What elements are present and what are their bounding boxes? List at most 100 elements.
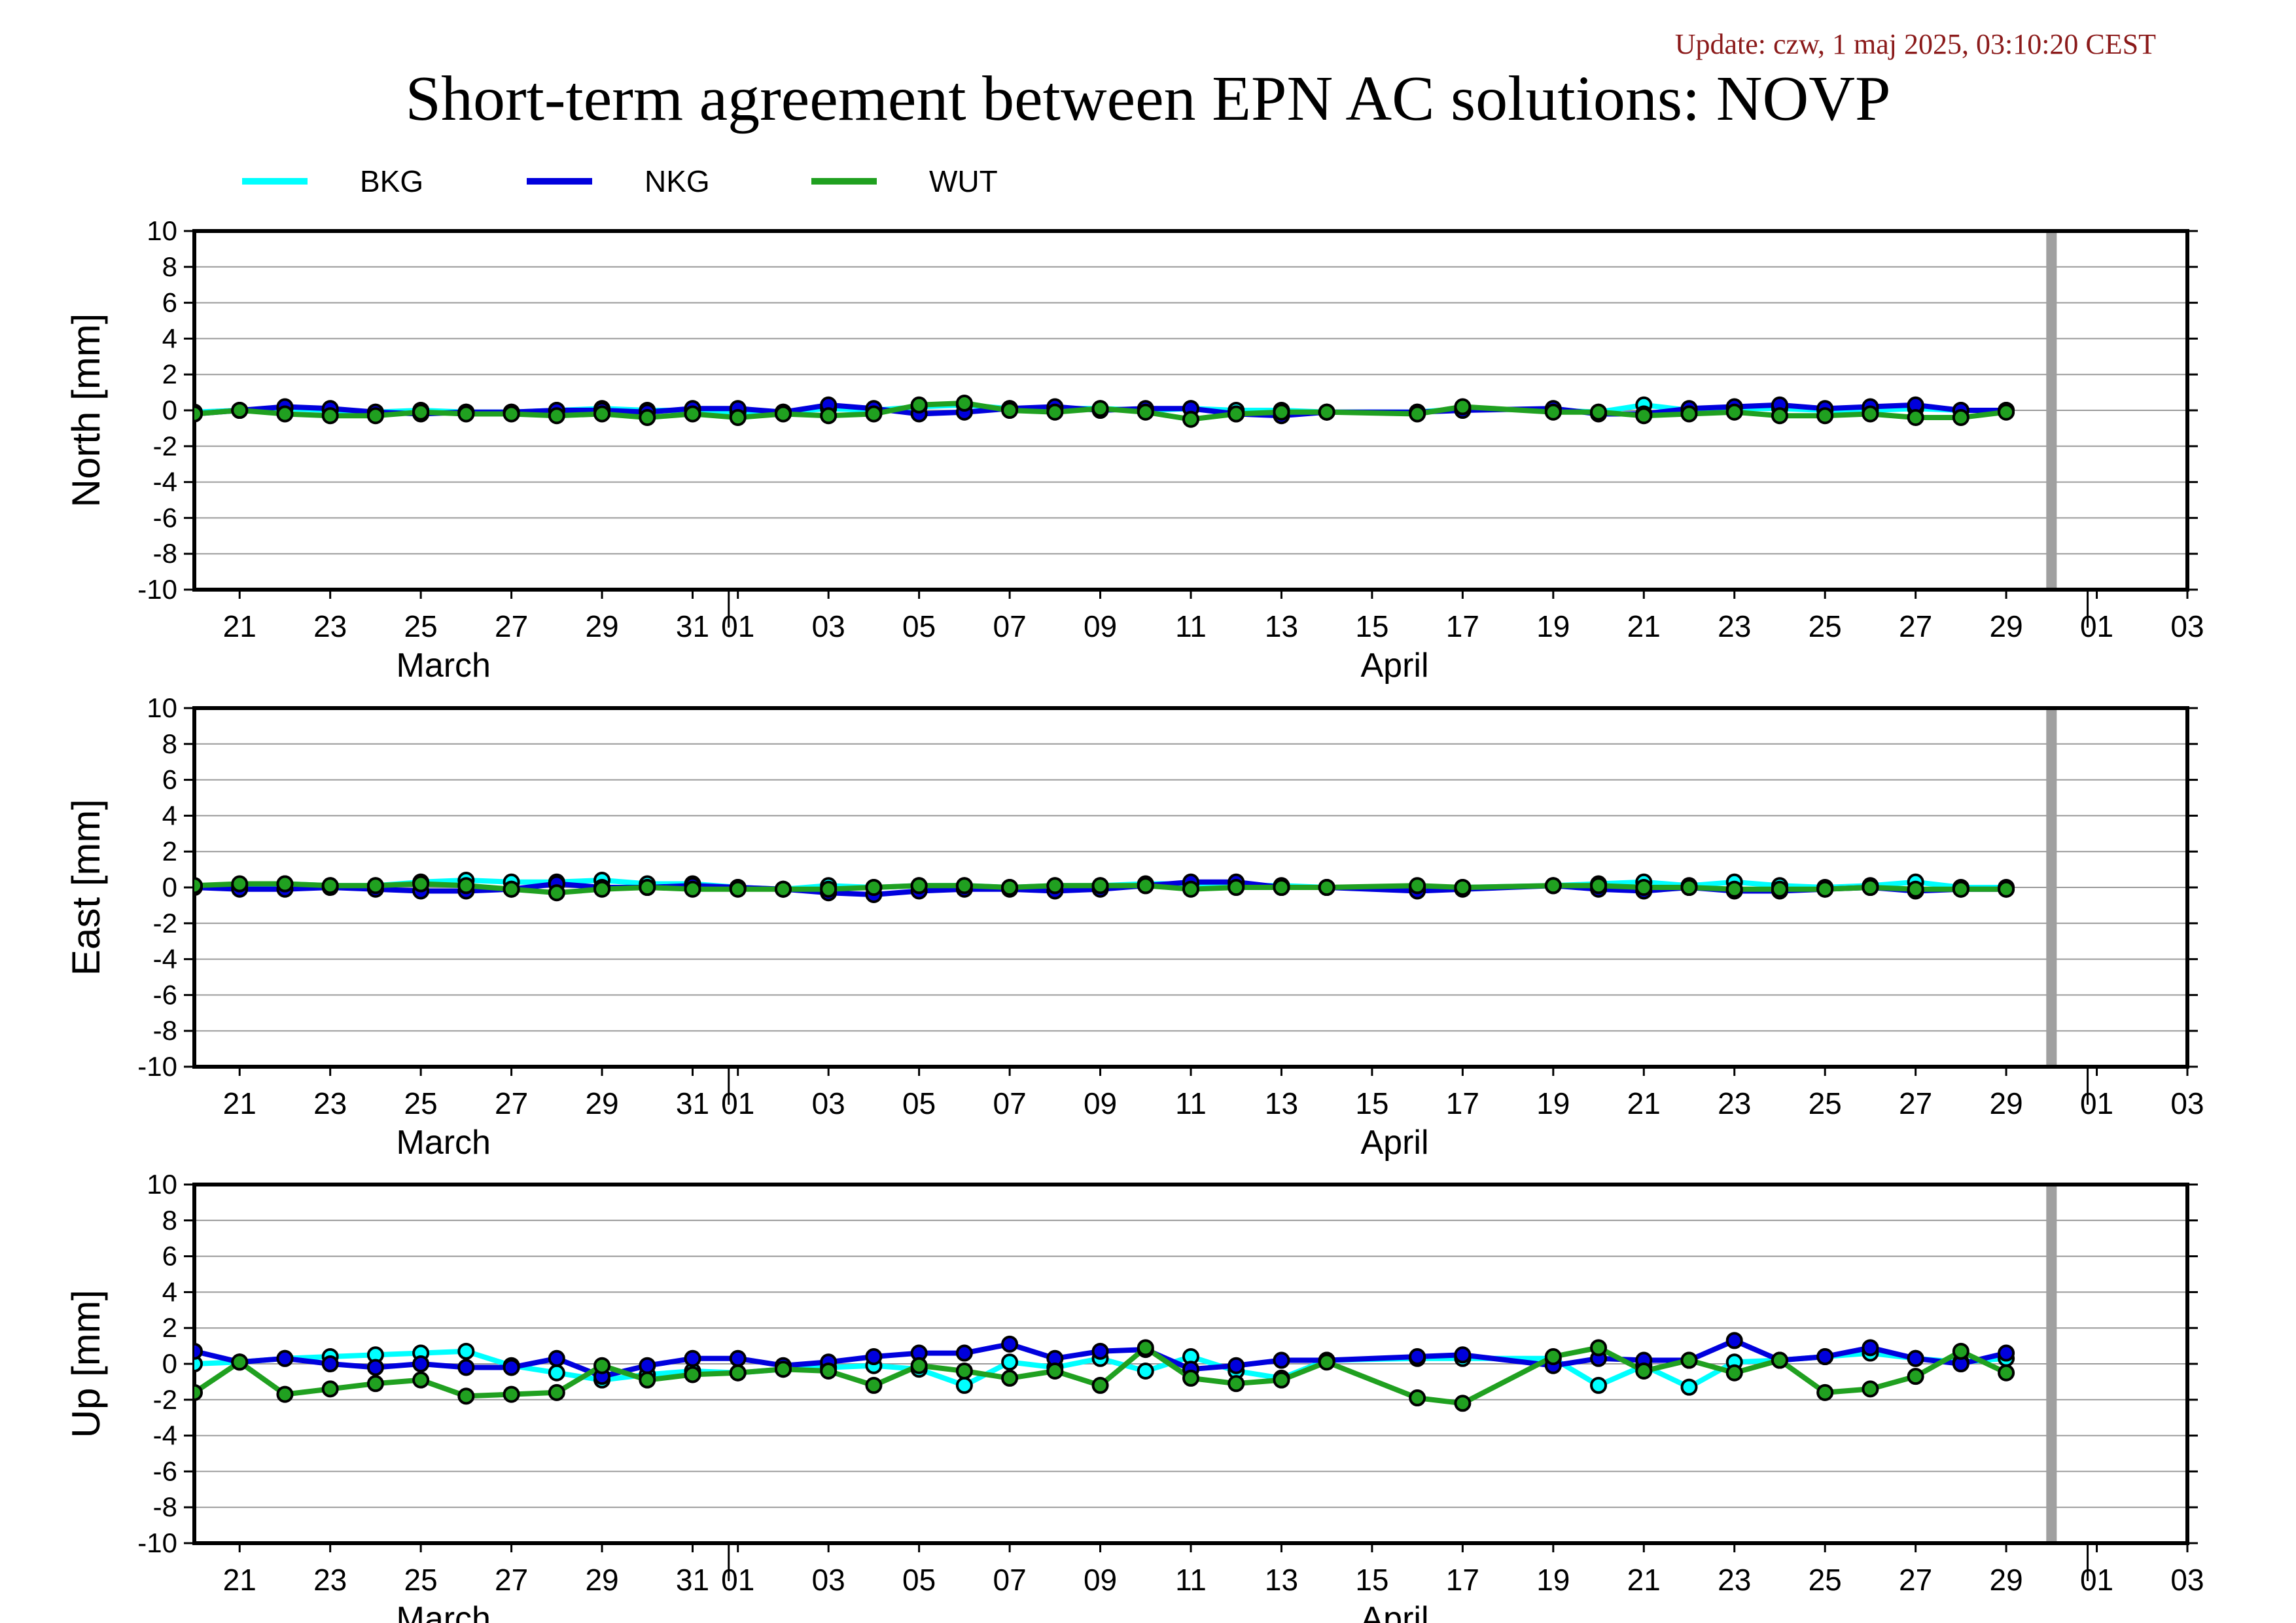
y-tick-label: -2: [153, 908, 177, 938]
data-point-wut: [1907, 880, 1924, 898]
data-point-wut: [1318, 403, 1335, 421]
y-tick-label: 2: [162, 1312, 177, 1343]
y-tick-label: -2: [153, 431, 177, 461]
x-tick-label: 23: [1718, 1563, 1751, 1597]
y-tick-label: 0: [162, 395, 177, 425]
x-tick-label: 23: [313, 1086, 347, 1120]
data-point-wut: [1227, 879, 1245, 896]
legend-swatch-nkg: [527, 178, 592, 185]
y-tick-label: 4: [162, 800, 177, 830]
data-point-wut: [955, 877, 973, 895]
x-tick-label: 01: [721, 1563, 754, 1597]
x-tick-label: 19: [1536, 1563, 1570, 1597]
x-tick-label: 11: [1175, 1086, 1207, 1120]
data-point-wut: [412, 1371, 430, 1389]
data-point-wut: [774, 880, 792, 898]
data-point-wut: [1409, 405, 1426, 423]
data-point-wut: [820, 407, 838, 425]
x-tick-label: 17: [1446, 1563, 1479, 1597]
data-point-nkg: [729, 1349, 747, 1367]
y-tick-label: 6: [162, 764, 177, 795]
data-point-nkg: [412, 1355, 430, 1372]
data-point-wut: [412, 875, 430, 893]
x-tick-label: 09: [1084, 1086, 1117, 1120]
data-point-wut: [1862, 1380, 1879, 1398]
data-point-wut: [1454, 398, 1472, 416]
x-tick-label: 09: [1084, 1563, 1117, 1597]
month-label: March: [397, 647, 491, 685]
data-point-wut: [457, 1387, 475, 1405]
data-point-nkg: [1907, 1349, 1924, 1367]
x-tick-label: 19: [1536, 1086, 1570, 1120]
y-axis-label: Up [mm]: [64, 1290, 108, 1438]
data-point-wut: [1680, 879, 1698, 896]
data-point-wut: [1635, 879, 1653, 896]
y-axis-label: North [mm]: [64, 313, 108, 508]
data-point-nkg: [1998, 1344, 2015, 1362]
data-point-wut: [503, 1385, 520, 1403]
x-tick-label: 01: [2080, 1563, 2113, 1597]
x-tick-label: 27: [1899, 1563, 1932, 1597]
data-point-wut: [231, 875, 249, 893]
month-label: March: [397, 1600, 491, 1623]
chart-title: Short-term agreement between EPN AC solu…: [405, 63, 1891, 134]
data-point-wut: [955, 395, 973, 412]
data-point-bkg: [955, 1376, 973, 1394]
data-point-wut: [955, 1362, 973, 1380]
y-tick-label: -8: [153, 1015, 177, 1046]
y-tick-label: 2: [162, 359, 177, 389]
data-point-wut: [1952, 408, 1969, 426]
data-point-wut: [1182, 880, 1199, 898]
y-tick-label: -6: [153, 1455, 177, 1486]
data-point-wut: [1137, 877, 1154, 895]
data-point-nkg: [639, 1357, 656, 1374]
data-point-bkg: [1001, 1353, 1019, 1371]
data-point-wut: [1091, 400, 1109, 418]
x-tick-label: 27: [495, 609, 528, 643]
data-point-wut: [366, 1375, 384, 1393]
data-point-wut: [366, 877, 384, 895]
y-tick-label: -2: [153, 1384, 177, 1415]
data-point-wut: [1998, 880, 2015, 898]
current-date-bar: [2046, 1185, 2057, 1543]
data-point-wut: [1998, 1364, 2015, 1382]
y-tick-label: -4: [153, 467, 177, 497]
x-tick-label: 25: [404, 1086, 438, 1120]
data-point-wut: [366, 407, 384, 425]
data-point-nkg: [1227, 1357, 1245, 1374]
y-tick-label: -4: [153, 944, 177, 974]
x-tick-label: 21: [223, 1563, 256, 1597]
data-point-wut: [1725, 403, 1743, 421]
x-tick-label: 01: [2080, 609, 2113, 643]
x-tick-label: 29: [585, 609, 618, 643]
data-point-wut: [684, 880, 701, 898]
x-tick-label: 07: [993, 1086, 1027, 1120]
x-tick-label: 25: [404, 609, 438, 643]
data-point-wut: [865, 405, 883, 423]
x-tick-label: 27: [1899, 1086, 1932, 1120]
data-point-nkg: [548, 1349, 565, 1367]
data-point-wut: [1227, 1375, 1245, 1393]
data-point-nkg: [194, 1342, 203, 1360]
y-tick-label: 10: [147, 215, 177, 246]
data-point-wut: [1725, 880, 1743, 898]
y-tick-label: -8: [153, 538, 177, 569]
data-point-wut: [194, 1383, 203, 1401]
x-tick-label: 15: [1355, 1086, 1388, 1120]
data-point-bkg: [194, 1355, 203, 1372]
data-point-nkg: [865, 1348, 883, 1366]
y-tick-label: -4: [153, 1420, 177, 1451]
data-point-wut: [774, 1361, 792, 1378]
x-tick-label: 17: [1446, 609, 1479, 643]
data-point-nkg: [955, 1344, 973, 1362]
data-point-wut: [1544, 877, 1562, 895]
x-tick-label: 03: [2170, 609, 2204, 643]
data-point-wut: [1635, 1362, 1653, 1380]
x-tick-label: 03: [812, 609, 845, 643]
y-tick-label: -6: [153, 979, 177, 1010]
data-point-wut: [820, 1362, 838, 1380]
x-tick-label: 31: [676, 1563, 709, 1597]
x-tick-label: 05: [902, 1086, 936, 1120]
data-point-wut: [1318, 879, 1335, 896]
data-point-wut: [1409, 1389, 1426, 1407]
